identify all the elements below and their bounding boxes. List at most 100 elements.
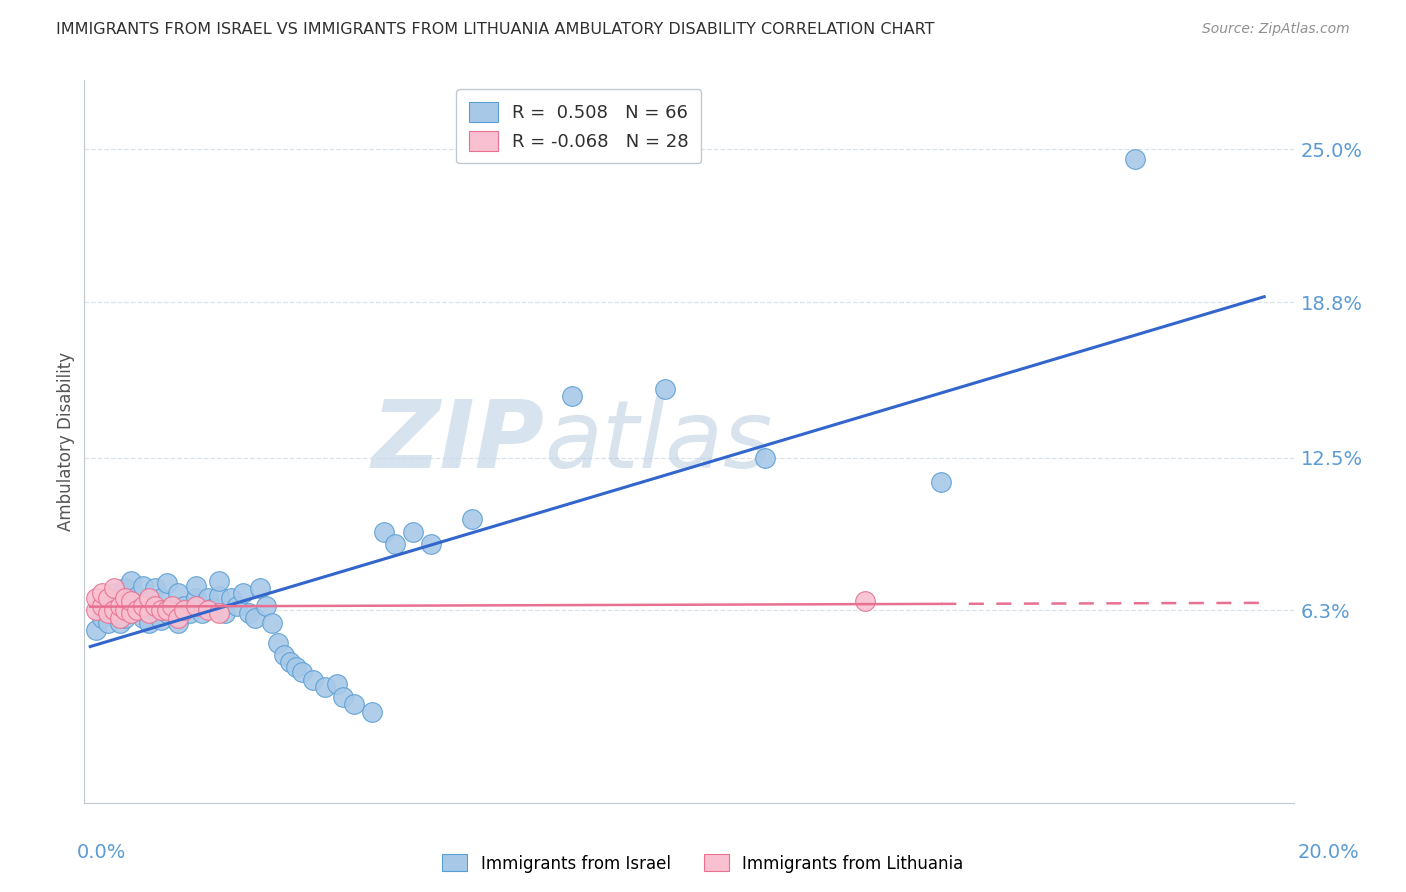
Point — [127, 603, 149, 617]
Point — [302, 673, 325, 687]
Point — [127, 603, 149, 617]
Point — [103, 586, 125, 600]
Text: ZIP: ZIP — [371, 395, 544, 488]
Point — [419, 537, 441, 551]
Text: atlas: atlas — [544, 396, 772, 487]
Point — [103, 581, 125, 595]
Point — [754, 450, 776, 465]
Point — [138, 593, 160, 607]
Point — [120, 593, 142, 607]
Point — [162, 603, 184, 617]
Point — [654, 382, 676, 396]
Point — [267, 635, 290, 649]
Point — [149, 603, 172, 617]
Point — [184, 591, 207, 606]
Point — [84, 623, 107, 637]
Point — [284, 660, 307, 674]
Point — [132, 599, 155, 613]
Point — [155, 606, 177, 620]
Text: 0.0%: 0.0% — [76, 843, 127, 862]
Point — [254, 599, 277, 613]
Point — [332, 690, 354, 704]
Point — [190, 606, 212, 620]
Point — [208, 589, 231, 603]
Point — [143, 603, 166, 617]
Point — [262, 615, 284, 630]
Point — [114, 611, 136, 625]
Point — [108, 599, 131, 613]
Point — [120, 574, 142, 588]
Point — [138, 591, 160, 606]
Point — [143, 581, 166, 595]
Point — [138, 615, 160, 630]
Point — [108, 591, 131, 606]
Point — [202, 601, 225, 615]
Y-axis label: Ambulatory Disability: Ambulatory Disability — [56, 352, 75, 531]
Point — [197, 591, 219, 606]
Point — [184, 579, 207, 593]
Point — [243, 611, 266, 625]
Point — [97, 591, 120, 606]
Point — [167, 586, 190, 600]
Point — [91, 611, 114, 625]
Point — [314, 680, 336, 694]
Point — [132, 611, 155, 625]
Point — [173, 599, 195, 613]
Text: 20.0%: 20.0% — [1298, 843, 1360, 862]
Point — [103, 606, 125, 620]
Point — [167, 615, 190, 630]
Point — [97, 599, 120, 613]
Point — [97, 615, 120, 630]
Point — [149, 613, 172, 627]
Point — [114, 591, 136, 606]
Point — [214, 606, 236, 620]
Legend: R =  0.508   N = 66, R = -0.068   N = 28: R = 0.508 N = 66, R = -0.068 N = 28 — [456, 89, 702, 163]
Point — [561, 389, 583, 403]
Point — [343, 697, 366, 711]
Point — [249, 581, 271, 595]
Point — [84, 591, 107, 606]
Point — [97, 606, 120, 620]
Point — [290, 665, 312, 679]
Point — [132, 579, 155, 593]
Text: IMMIGRANTS FROM ISRAEL VS IMMIGRANTS FROM LITHUANIA AMBULATORY DISABILITY CORREL: IMMIGRANTS FROM ISRAEL VS IMMIGRANTS FRO… — [56, 22, 935, 37]
Point — [384, 537, 406, 551]
Point — [120, 599, 142, 613]
Point — [91, 586, 114, 600]
Point — [238, 606, 260, 620]
Point — [114, 603, 136, 617]
Point — [373, 524, 395, 539]
Point — [184, 599, 207, 613]
Point — [461, 512, 484, 526]
Point — [278, 655, 301, 669]
Point — [114, 581, 136, 595]
Point — [91, 599, 114, 613]
Legend: Immigrants from Israel, Immigrants from Lithuania: Immigrants from Israel, Immigrants from … — [436, 847, 970, 880]
Point — [138, 606, 160, 620]
Point — [208, 574, 231, 588]
Point — [108, 615, 131, 630]
Point — [226, 599, 249, 613]
Point — [149, 591, 172, 606]
Point — [931, 475, 953, 490]
Text: Source: ZipAtlas.com: Source: ZipAtlas.com — [1202, 22, 1350, 37]
Point — [1123, 152, 1146, 166]
Point — [143, 599, 166, 613]
Point — [326, 677, 349, 691]
Point — [127, 589, 149, 603]
Point — [208, 606, 231, 620]
Point — [84, 603, 107, 617]
Point — [273, 648, 295, 662]
Point — [853, 593, 876, 607]
Point — [120, 606, 142, 620]
Point — [361, 705, 384, 719]
Point — [155, 603, 177, 617]
Point — [402, 524, 425, 539]
Point — [167, 611, 190, 625]
Point — [219, 591, 242, 606]
Point — [103, 603, 125, 617]
Point — [232, 586, 254, 600]
Point — [162, 599, 184, 613]
Point — [179, 606, 201, 620]
Point — [197, 603, 219, 617]
